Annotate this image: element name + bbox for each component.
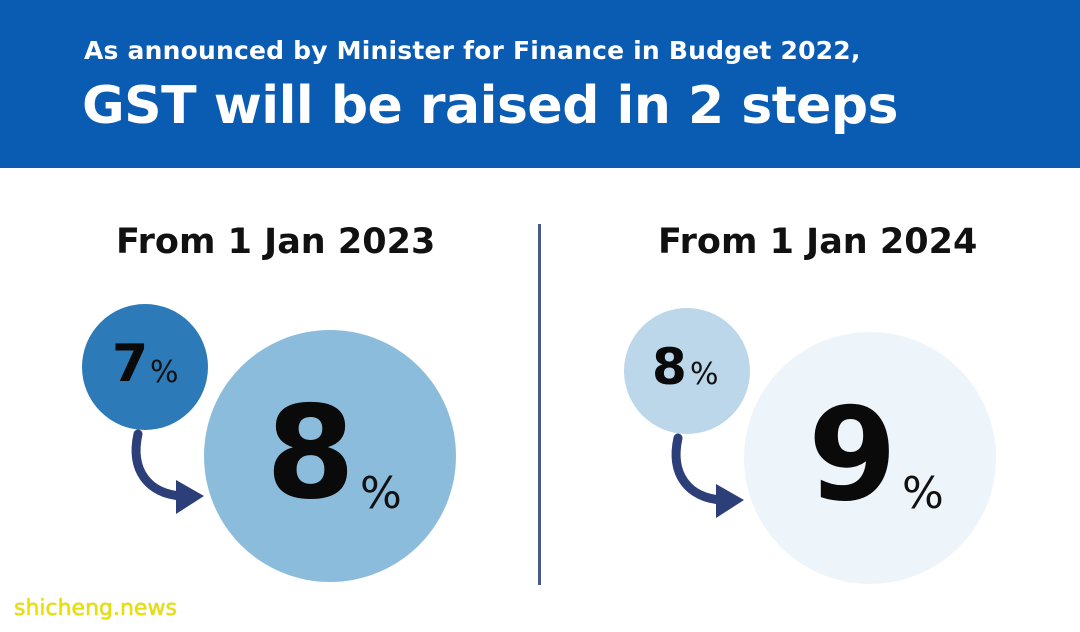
header-subtitle: As announced by Minister for Finance in …: [84, 36, 861, 65]
step-2-heading: From 1 Jan 2024: [658, 222, 978, 262]
step-2-old-rate-circle: [624, 308, 750, 434]
step-2-old-rate-unit: %: [690, 357, 719, 392]
step-1-old-rate-unit: %: [150, 355, 179, 390]
header-title: GST will be raised in 2 steps: [82, 76, 899, 136]
curved-arrow-icon: [131, 429, 204, 514]
step-2-old-rate-value: 8: [652, 338, 687, 396]
step-1-new-rate-unit: %: [360, 468, 402, 519]
step-1-old-rate-circle: [82, 304, 208, 430]
column-divider: [538, 224, 541, 585]
step-2-new-rate-unit: %: [902, 468, 944, 519]
step-2-new-rate-value: 9: [808, 381, 898, 530]
step-1-new-rate-circle: [204, 330, 456, 582]
curved-arrow-icon: [671, 433, 744, 518]
step-2-new-rate-circle: [744, 332, 996, 584]
step-1-old-rate-value: 7: [112, 334, 149, 394]
step-1-new-rate-value: 8: [266, 379, 356, 528]
step-1-heading: From 1 Jan 2023: [116, 222, 436, 262]
watermark-text: shicheng.news: [14, 596, 177, 621]
header-banner: As announced by Minister for Finance in …: [0, 0, 1080, 168]
